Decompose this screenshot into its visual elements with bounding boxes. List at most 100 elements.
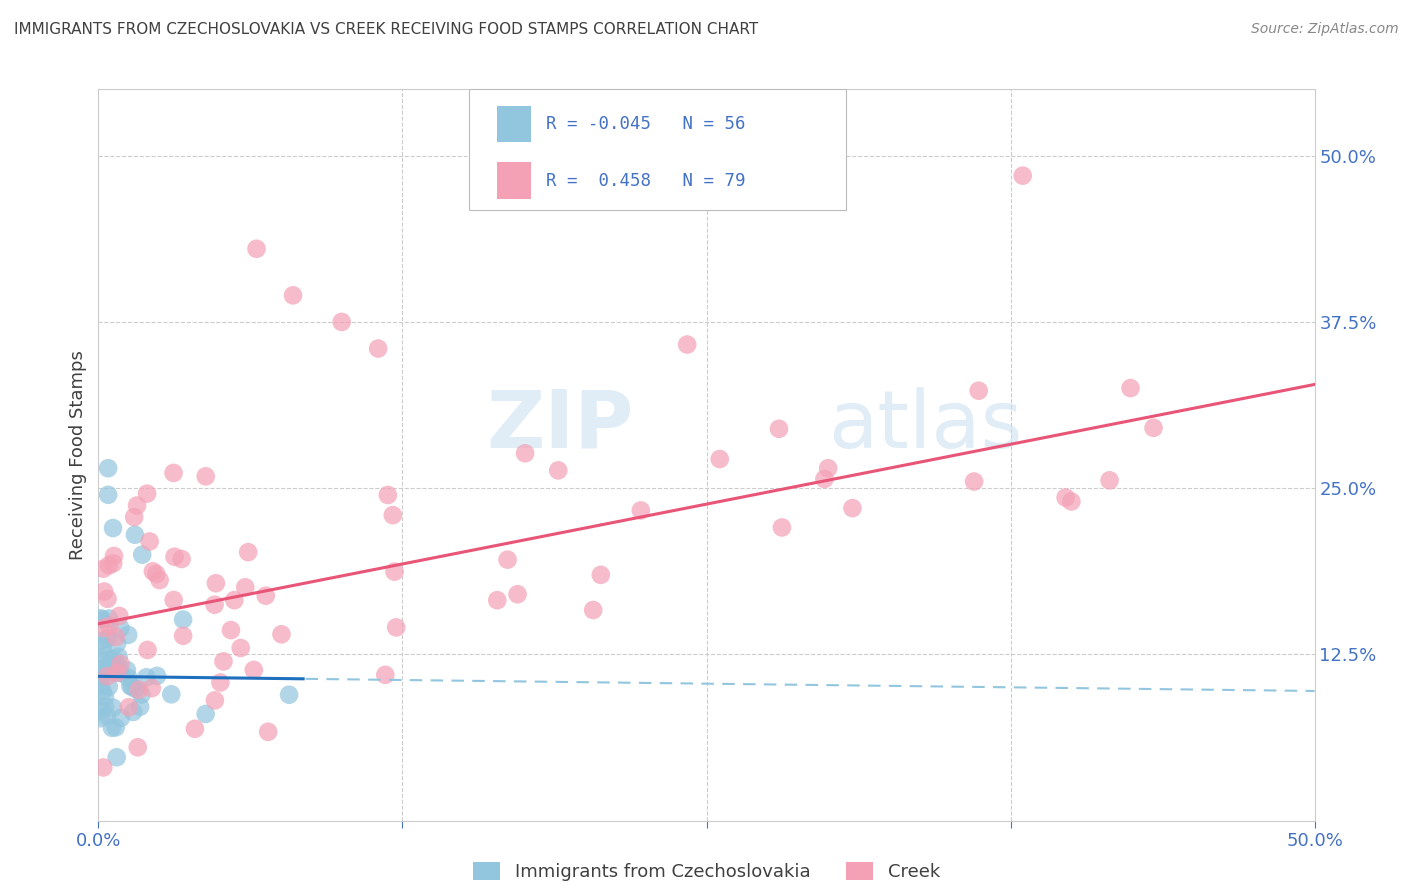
Point	[101, 721, 124, 735]
Point	[204, 693, 226, 707]
Point	[90, 703, 112, 717]
Point	[963, 475, 986, 489]
Point	[108, 661, 131, 675]
Point	[104, 630, 127, 644]
Text: R =  0.458   N = 79: R = 0.458 N = 79	[546, 171, 745, 190]
Point	[506, 587, 529, 601]
Bar	[498, 162, 531, 199]
Point	[129, 699, 152, 714]
Point	[149, 573, 172, 587]
Point	[967, 384, 990, 398]
Point	[91, 760, 114, 774]
Point	[91, 639, 114, 653]
Point	[377, 488, 399, 502]
Point	[163, 593, 186, 607]
Point	[146, 669, 169, 683]
Point	[90, 669, 112, 683]
Point	[90, 633, 112, 648]
Point	[104, 720, 127, 734]
Point	[90, 666, 112, 681]
Point	[496, 552, 519, 566]
Point	[238, 545, 260, 559]
Point	[101, 521, 124, 535]
Y-axis label: Receiving Food Stamps: Receiving Food Stamps	[69, 350, 87, 560]
Point	[101, 700, 124, 714]
Point	[122, 510, 145, 524]
Point	[384, 565, 406, 579]
Point	[630, 503, 652, 517]
Point	[1142, 421, 1164, 435]
Point	[103, 653, 125, 667]
Point	[105, 665, 128, 680]
Point	[124, 681, 146, 696]
Point	[367, 342, 389, 356]
Point	[170, 552, 193, 566]
Point	[385, 620, 408, 634]
Point	[117, 628, 139, 642]
Point	[110, 711, 132, 725]
Point	[97, 680, 120, 694]
Point	[110, 657, 132, 671]
Point	[1054, 491, 1077, 505]
Point	[90, 653, 112, 667]
Point	[96, 591, 118, 606]
Point	[96, 669, 118, 683]
Point	[209, 675, 232, 690]
Point	[105, 636, 128, 650]
Point	[219, 623, 242, 637]
Point	[93, 661, 115, 675]
Point	[278, 688, 301, 702]
Point	[160, 687, 183, 701]
Point	[103, 665, 125, 680]
Point	[98, 611, 121, 625]
Text: atlas: atlas	[828, 386, 1022, 465]
Point	[1119, 381, 1142, 395]
Text: IMMIGRANTS FROM CZECHOSLOVAKIA VS CREEK RECEIVING FOOD STAMPS CORRELATION CHART: IMMIGRANTS FROM CZECHOSLOVAKIA VS CREEK …	[14, 22, 758, 37]
Point	[103, 549, 125, 563]
Point	[381, 508, 404, 523]
Point	[172, 613, 194, 627]
Point	[90, 679, 112, 693]
Point	[142, 565, 165, 579]
Point	[97, 558, 120, 573]
Point	[184, 722, 207, 736]
Point	[194, 706, 217, 721]
Point	[110, 621, 132, 635]
Point	[103, 557, 125, 571]
Point	[233, 580, 256, 594]
Point	[100, 652, 122, 666]
Point	[117, 671, 139, 685]
Point	[205, 576, 228, 591]
Point	[90, 611, 112, 625]
Point	[163, 549, 186, 564]
Point	[100, 655, 122, 669]
Text: ZIP: ZIP	[486, 386, 634, 465]
Point	[141, 681, 163, 696]
Point	[224, 593, 246, 607]
Point	[128, 682, 150, 697]
Point	[94, 699, 117, 714]
Point	[841, 501, 863, 516]
Point	[245, 242, 267, 256]
Point	[103, 662, 125, 676]
Point	[122, 705, 145, 719]
Point	[817, 461, 839, 475]
Point	[96, 709, 118, 723]
Point	[676, 337, 699, 351]
Text: R = -0.045   N = 56: R = -0.045 N = 56	[546, 115, 745, 133]
Text: Source: ZipAtlas.com: Source: ZipAtlas.com	[1251, 22, 1399, 37]
Point	[93, 584, 115, 599]
FancyBboxPatch shape	[470, 89, 846, 210]
Point	[257, 724, 280, 739]
Point	[90, 613, 112, 627]
Point	[145, 567, 167, 582]
Point	[243, 663, 266, 677]
Point	[768, 422, 790, 436]
Point	[96, 632, 118, 646]
Point	[94, 690, 117, 705]
Bar	[498, 105, 531, 142]
Point	[194, 469, 217, 483]
Point	[115, 663, 138, 677]
Point	[135, 670, 157, 684]
Point	[513, 446, 536, 460]
